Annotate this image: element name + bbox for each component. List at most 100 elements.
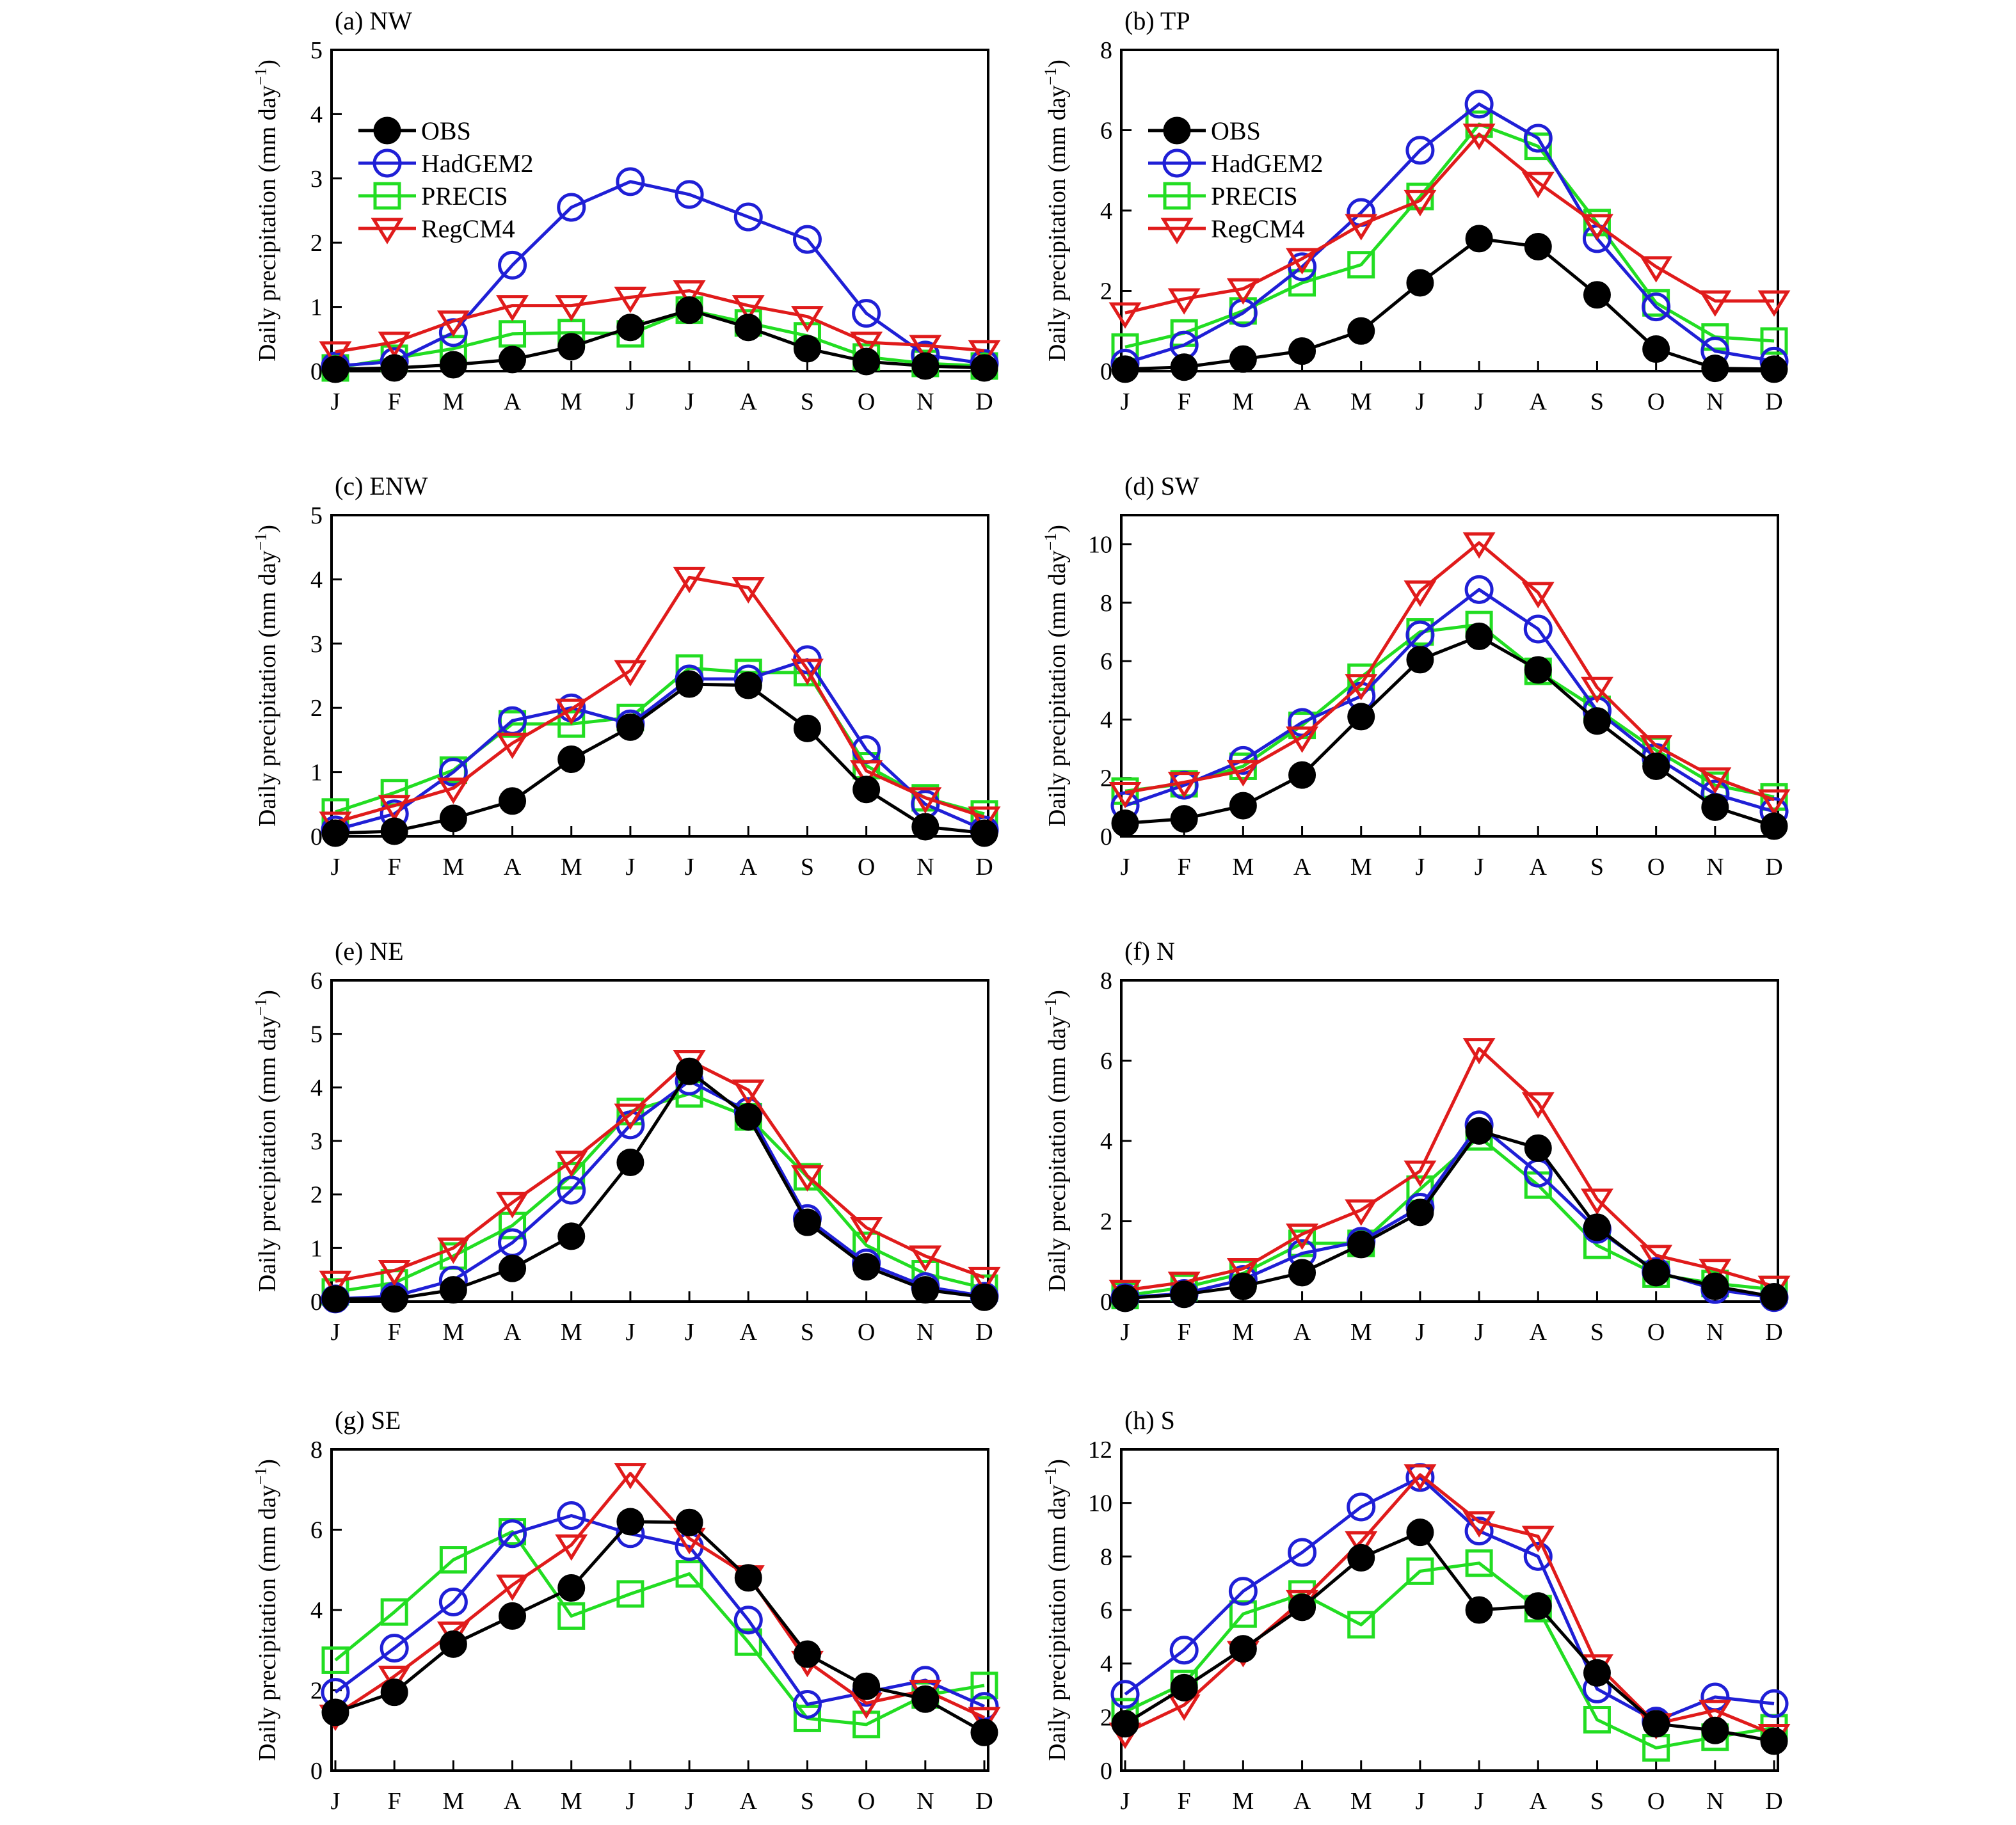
panel-h-line-hadgem2 [1124, 1476, 1775, 1723]
panel-b: 0 2 4 6 8 J F M A M J J A S O N D (b) TP Daily precipitati… [1041, 6, 1791, 415]
panel-b-ytick-label: 0 [1100, 358, 1112, 385]
panel-b-xtick-label: M [1350, 388, 1372, 415]
panel-d-point-obs [1406, 646, 1434, 674]
panel-c-point-obs [793, 714, 821, 742]
panel-b-point-obs [1701, 355, 1729, 383]
panel-c-line-regcm4 [335, 575, 985, 824]
panel-a-ytick-label: 4 [310, 101, 323, 128]
panel-b-xtick-label: A [1293, 388, 1311, 415]
panel-a-point-hadgem2 [557, 193, 586, 222]
panel-g-ytick-label: 4 [310, 1597, 323, 1624]
panel-f-point-regcm4 [1640, 1245, 1673, 1271]
panel-c-frame [330, 514, 989, 838]
panel-a-legend-label-regcm4: RegCM4 [421, 214, 515, 243]
panel-d-title: (d) SW [1124, 472, 1199, 500]
panel-d-xtick-label: O [1647, 854, 1665, 881]
panel-b-point-obs [1760, 355, 1788, 383]
panel-g-xtick-label: J [685, 1788, 694, 1815]
panel-f-point-obs [1583, 1213, 1611, 1241]
panel-e-series-hadgem2 [321, 1066, 999, 1314]
panel-d-point-regcm4 [1108, 782, 1142, 809]
panel-h-point-precis [1229, 1600, 1257, 1628]
panel-h-ytick-label: 12 [1088, 1437, 1112, 1463]
panel-d-point-hadgem2 [1523, 614, 1553, 644]
panel-c-xtick-label: S [801, 854, 814, 881]
panel-h-ytick-label: 0 [1100, 1758, 1112, 1785]
panel-a-series-obs [321, 296, 998, 383]
panel-e-ytick-label: 4 [310, 1074, 323, 1101]
panel-a-legend-marker-hadgem2 [372, 148, 402, 178]
panel-g-ytick-label: 6 [310, 1517, 323, 1544]
panel-b-xtick-label: M [1232, 388, 1254, 415]
panel-h-point-regcm4 [1404, 1464, 1437, 1491]
panel-a-point-regcm4 [673, 280, 706, 307]
panel-a-xtick-label: A [740, 388, 758, 415]
panel-e-point-obs [616, 1148, 644, 1176]
panel-g-xtick-label: S [801, 1788, 814, 1815]
panel-b-point-precis [1760, 327, 1788, 355]
panel-c-point-obs [380, 817, 408, 845]
panel-c-xtick-label: J [685, 854, 694, 881]
panel-d-point-regcm4 [1640, 735, 1673, 762]
panel-d-point-regcm4 [1286, 726, 1319, 753]
panel-c-point-obs [852, 776, 881, 804]
panel-b-series-regcm4 [1108, 124, 1791, 329]
panel-g-line-hadgem2 [334, 1514, 986, 1708]
panel-d-ytick-label: 0 [1100, 824, 1112, 850]
panel-d-xtick-label: J [1121, 854, 1130, 881]
panel-d-series-precis [1111, 610, 1788, 811]
panel-b-xtick-label: S [1590, 388, 1604, 415]
panel-e-point-obs [734, 1103, 762, 1131]
panel-e-xtick-label: O [858, 1319, 875, 1346]
panel-b-point-regcm4 [1640, 256, 1673, 283]
panel-d-point-obs [1170, 805, 1198, 833]
panel-a-legend: OBS HadGEM2 PRECIS RegCM4 [358, 116, 534, 244]
panel-b-point-regcm4 [1345, 214, 1378, 241]
panel-d-ytick-label: 8 [1100, 590, 1112, 617]
panel-b-xtick-label: D [1765, 388, 1782, 415]
panel-a-frame [330, 49, 989, 372]
panel-f-point-obs [1406, 1199, 1434, 1227]
panel-b-point-obs [1170, 353, 1198, 381]
panel-a-point-regcm4 [790, 306, 824, 333]
panel-g-point-regcm4 [968, 1707, 1001, 1733]
panel-b-point-obs [1229, 345, 1257, 373]
panel-b-point-regcm4 [1580, 214, 1613, 241]
panel-c-xtick-label: A [740, 854, 758, 881]
panel-a-point-regcm4 [614, 287, 647, 314]
panel-b-point-regcm4 [1286, 248, 1319, 275]
panel-d-xtick-label: A [1530, 854, 1548, 881]
panel-e-xtick-label: D [975, 1319, 993, 1346]
panel-a-xtick-label: S [801, 388, 814, 415]
panel-a-point-obs [675, 296, 703, 324]
panel-b-series-obs [1111, 225, 1788, 383]
panel-h-point-hadgem2 [1169, 1636, 1199, 1665]
panel-d-point-regcm4 [1521, 582, 1555, 609]
panel-d-point-regcm4 [1345, 674, 1378, 701]
panel-f-xtick-label: D [1765, 1319, 1782, 1346]
panel-a-point-regcm4 [850, 331, 883, 358]
panel-c: 0 1 2 3 4 5 J F M A M J J A S O N D (c) ENW Daily precipita… [252, 472, 1001, 881]
panel-g-series-regcm4 [319, 1463, 1001, 1733]
panel-a-point-hadgem2 [733, 202, 763, 232]
panel-f-ylabel: Daily precipitation (mm day−1) [1041, 990, 1071, 1292]
panel-b-legend-label-hadgem2: HadGEM2 [1211, 149, 1324, 178]
panel-a-legend-marker-precis [373, 182, 401, 210]
panel-a-point-obs [911, 352, 940, 380]
panel-h-series-obs [1111, 1518, 1788, 1755]
panel-c-point-regcm4 [968, 806, 1001, 833]
panel-g-xtick-label: O [858, 1788, 875, 1815]
panel-d-point-regcm4 [1757, 789, 1791, 816]
panel-f: 0 2 4 6 8 J F M A M J J A S O N D (f) N Daily precipitatio… [1041, 937, 1791, 1346]
panel-a-xtick-label: N [916, 388, 934, 415]
panel-c-point-obs [439, 804, 467, 833]
panel-g-ylabel: Daily precipitation (mm day−1) [252, 1459, 282, 1761]
panel-a-xtick-label: J [331, 388, 340, 415]
panel-e-point-obs [675, 1057, 703, 1085]
panel-g-series-precis [321, 1518, 998, 1739]
panel-b-point-regcm4 [1404, 189, 1437, 217]
panel-b-point-obs [1583, 281, 1611, 309]
panel-c-point-regcm4 [732, 577, 765, 604]
panel-g-frame [330, 1448, 989, 1772]
panel-b-xtick-label: F [1178, 388, 1191, 415]
